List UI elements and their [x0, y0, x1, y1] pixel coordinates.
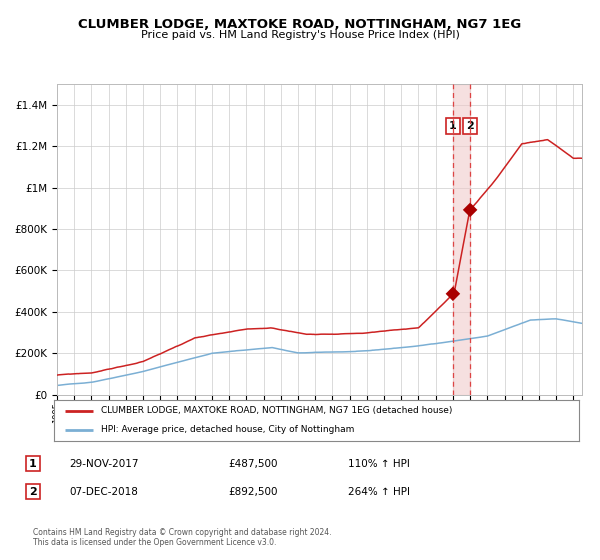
Text: 2: 2 — [466, 121, 474, 131]
Point — [466, 206, 475, 214]
Text: 07-DEC-2018: 07-DEC-2018 — [69, 487, 138, 497]
Text: £892,500: £892,500 — [228, 487, 277, 497]
Text: 110% ↑ HPI: 110% ↑ HPI — [348, 459, 410, 469]
Text: 29-NOV-2017: 29-NOV-2017 — [69, 459, 139, 469]
Text: Price paid vs. HM Land Registry's House Price Index (HPI): Price paid vs. HM Land Registry's House … — [140, 30, 460, 40]
Text: 1: 1 — [29, 459, 37, 469]
Text: CLUMBER LODGE, MAXTOKE ROAD, NOTTINGHAM, NG7 1EG: CLUMBER LODGE, MAXTOKE ROAD, NOTTINGHAM,… — [79, 18, 521, 31]
Point — [448, 290, 458, 298]
Text: £487,500: £487,500 — [228, 459, 277, 469]
Text: 2: 2 — [29, 487, 37, 497]
Text: 264% ↑ HPI: 264% ↑ HPI — [348, 487, 410, 497]
Text: Contains HM Land Registry data © Crown copyright and database right 2024.
This d: Contains HM Land Registry data © Crown c… — [33, 528, 331, 547]
Text: HPI: Average price, detached house, City of Nottingham: HPI: Average price, detached house, City… — [101, 425, 355, 434]
Bar — [453, 84, 470, 395]
Text: 1: 1 — [449, 121, 457, 131]
Text: CLUMBER LODGE, MAXTOKE ROAD, NOTTINGHAM, NG7 1EG (detached house): CLUMBER LODGE, MAXTOKE ROAD, NOTTINGHAM,… — [101, 407, 452, 416]
